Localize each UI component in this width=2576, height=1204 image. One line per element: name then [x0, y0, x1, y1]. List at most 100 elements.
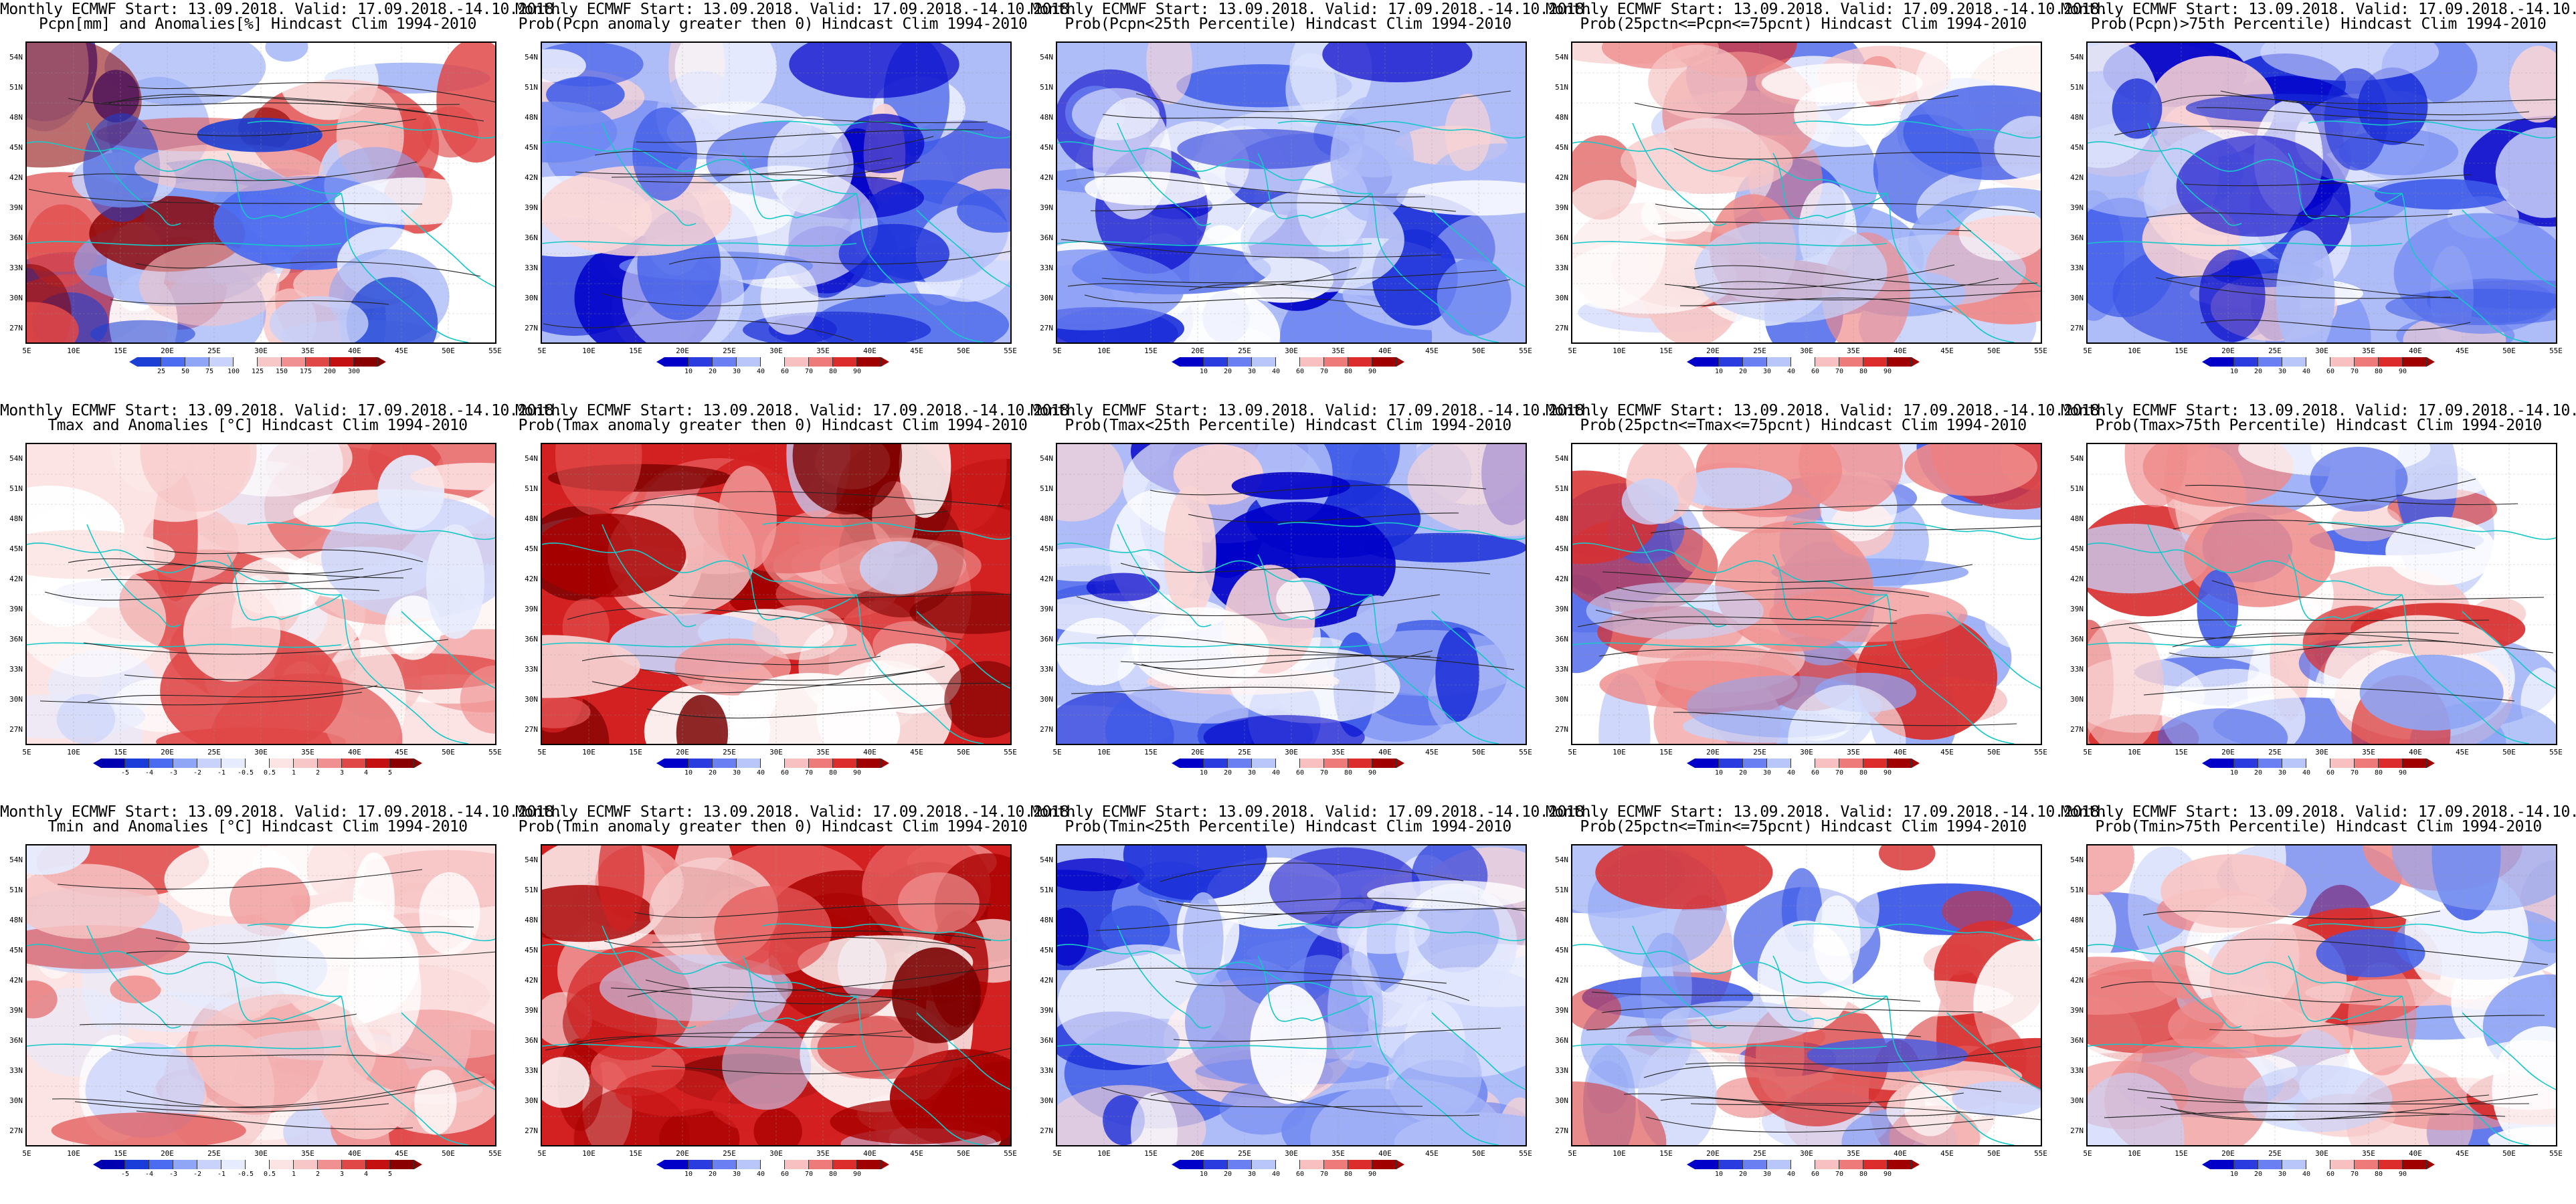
longitude-label: 25E	[1753, 346, 1766, 355]
latitude-label: 33N	[2070, 264, 2084, 272]
colorbar-swatch	[1204, 357, 1228, 367]
map-field	[1572, 444, 2041, 744]
climatology-contour	[2173, 519, 2476, 549]
longitude-label: 15E	[2175, 1149, 2188, 1158]
latitude-label: 54N	[1555, 856, 1568, 864]
colorbar-tick-label: 30	[1762, 769, 1772, 777]
colorbar-tick-label: 10	[1199, 368, 1208, 375]
latitude-label: 39N	[1040, 1006, 1053, 1015]
colorbar-tick-label: 80	[1859, 1171, 1868, 1178]
anomaly-field-blob	[1276, 577, 1330, 620]
colorbar-swatch	[2210, 759, 2234, 768]
longitude-label: 15E	[1659, 748, 1673, 757]
colorbar-swatch	[1228, 759, 1252, 768]
colorbar-tick-label: 70	[2350, 368, 2359, 375]
coastline	[1572, 642, 1888, 648]
coastline	[2401, 995, 2530, 1145]
longitude-label: 40E	[348, 748, 361, 757]
colorbar-swatch	[1324, 357, 1348, 367]
anomaly-field-blob	[1694, 219, 1888, 323]
latitude-label: 54N	[525, 53, 538, 62]
map-field	[1572, 43, 2041, 342]
coastline	[856, 193, 984, 342]
coastline	[2088, 542, 2403, 596]
colorbar-min-arrow	[129, 357, 137, 367]
colorbar-swatch	[1372, 1160, 1396, 1169]
coastline	[856, 995, 984, 1145]
anomaly-field-blob	[90, 320, 195, 342]
map-area	[1571, 443, 2042, 745]
colorbar-swatch	[318, 759, 342, 768]
latitude-label: 51N	[1040, 484, 1053, 493]
climatology-contour	[1598, 648, 1913, 670]
coastline	[2308, 923, 2556, 942]
colorbar-swatch	[2258, 759, 2282, 768]
panel-title-line2: Prob(Pcpn<25th Percentile) Hindcast Clim…	[1065, 15, 1511, 33]
longitude-label: 45E	[910, 346, 923, 355]
longitude-label: 30E	[1800, 1149, 1813, 1158]
anomaly-field-blob	[1362, 532, 1526, 563]
longitude-label: 50E	[1472, 748, 1485, 757]
longitude-label: 50E	[2502, 1149, 2516, 1158]
coastline	[1277, 923, 1526, 942]
anomaly-field-blob	[2088, 889, 2116, 969]
coastline	[1632, 925, 1727, 1029]
colorbar-swatch	[857, 357, 881, 367]
colorbar-swatch	[221, 759, 246, 768]
colorbar-tick-label: 60	[780, 1171, 790, 1178]
colorbar-tick-label: 60	[1295, 769, 1305, 777]
climatology-contour	[87, 685, 378, 702]
coastline	[1946, 611, 2041, 689]
coastline	[2308, 522, 2556, 540]
longitude-label: 20E	[676, 1149, 689, 1158]
climatology-contour	[646, 703, 953, 719]
latitude-label: 30N	[1555, 695, 1568, 704]
panel-title-line2: Prob(Pcpn)>75th Percentile) Hindcast Cli…	[2090, 15, 2547, 33]
longitude-label: 15E	[2175, 346, 2188, 355]
latitude-label: 51N	[2070, 886, 2084, 894]
map-area	[2086, 443, 2557, 745]
latitude-label: 45N	[2070, 143, 2084, 152]
climatology-contour	[2183, 174, 2472, 187]
latitude-label: 39N	[2070, 605, 2084, 613]
map-area	[25, 41, 496, 344]
colorbar-swatch	[1348, 1160, 1372, 1169]
longitude-label: 5E	[1568, 346, 1577, 355]
anomaly-field-blob	[2310, 447, 2408, 512]
latitude-label: 45N	[1040, 143, 1053, 152]
longitude-label: 15E	[629, 346, 642, 355]
longitude-label: 25E	[1238, 346, 1251, 355]
longitude-label: 15E	[2175, 748, 2188, 757]
map-field	[2088, 43, 2556, 342]
coastline	[2401, 594, 2530, 744]
latitude-label: 33N	[525, 665, 538, 674]
colorbar-tick-label: 50	[181, 368, 190, 375]
latitude-label: 33N	[1040, 1066, 1053, 1075]
colorbar-swatch	[149, 1160, 173, 1169]
colorbar-tick-label: 30	[732, 1171, 741, 1178]
colorbar-max-arrow	[1912, 759, 1920, 768]
colorbar-tick-label: 40	[1271, 1171, 1281, 1178]
latitude-label: 48N	[2070, 113, 2084, 122]
colorbar-tick-label: 30	[2278, 1171, 2287, 1178]
colorbar-swatch	[1324, 759, 1348, 768]
anomaly-field-blob	[419, 872, 480, 955]
anomaly-field-blob	[151, 923, 328, 1012]
latitude-label: 45N	[1555, 143, 1568, 152]
anomaly-field-blob	[2324, 68, 2388, 171]
panel-title-line1: Monthly ECMWF Start: 13.09.2018. Valid: …	[1030, 1, 1593, 18]
colorbar-tick-label: 40	[1271, 769, 1281, 777]
panel-title-line2: Prob(Tmax>75th Percentile) Hindcast Clim…	[2095, 417, 2542, 434]
coastline	[2308, 120, 2556, 139]
latitude-label: 54N	[2070, 454, 2084, 463]
longitude-label: 55E	[2034, 346, 2047, 355]
coastline	[2462, 1012, 2556, 1090]
longitude-label: 30E	[1800, 346, 1813, 355]
colorbar-tick-label: 10	[1199, 769, 1208, 777]
longitude-label: 40E	[1378, 346, 1392, 355]
climatology-contour	[2166, 275, 2459, 299]
colorbar-tick-label: -4	[145, 1171, 154, 1178]
map-area	[1056, 443, 1527, 745]
anomaly-field-blob	[1572, 1081, 1667, 1145]
longitude-label: 10E	[2128, 346, 2141, 355]
